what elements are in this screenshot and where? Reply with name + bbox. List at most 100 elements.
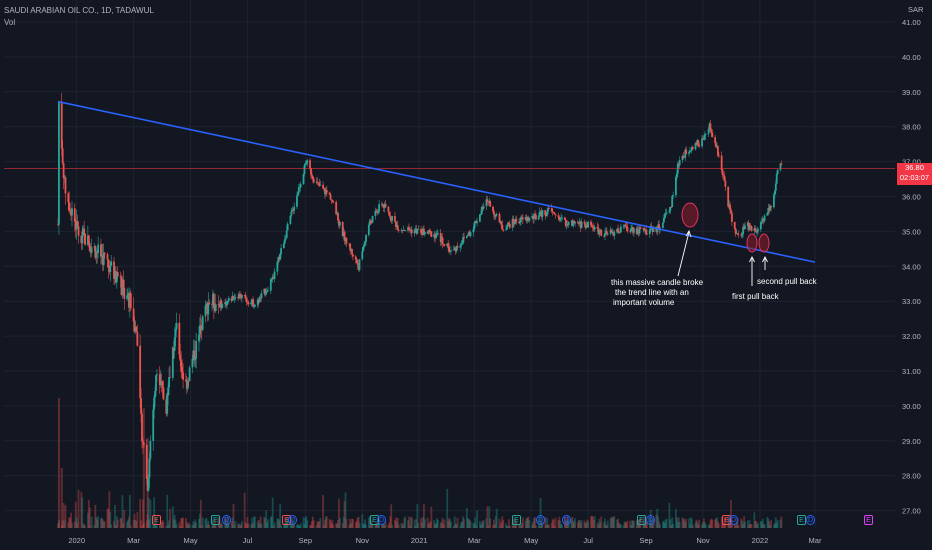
candle-body: [643, 228, 646, 231]
candle-body: [624, 224, 627, 226]
candle-body: [597, 228, 600, 235]
event-marker-earnings[interactable]: E: [637, 515, 646, 525]
candle-body: [441, 237, 444, 245]
volume-bar: [460, 522, 463, 528]
candle-body: [703, 137, 705, 140]
candle-body: [535, 214, 537, 220]
candle-body: [123, 287, 126, 299]
event-marker-dividend[interactable]: D: [806, 515, 815, 525]
candle-body: [703, 134, 706, 140]
candle-body: [282, 243, 285, 249]
volume-bar: [736, 517, 739, 528]
candle-body: [391, 216, 394, 221]
event-marker-dividend[interactable]: D: [729, 515, 738, 525]
volume-bar: [192, 520, 195, 528]
event-marker-dividend[interactable]: D: [377, 515, 386, 525]
volume-bar: [426, 517, 429, 528]
volume-bar: [663, 523, 666, 528]
volume-bar: [618, 522, 620, 528]
candle-body: [212, 293, 214, 305]
volume-bar: [155, 517, 157, 528]
volume-bar: [531, 524, 534, 528]
event-marker-earnings[interactable]: E: [797, 515, 806, 525]
event-marker-dividend[interactable]: D: [288, 515, 297, 525]
event-marker-upcoming[interactable]: E: [864, 515, 873, 525]
candle-body: [515, 219, 518, 222]
volume-bar: [761, 518, 764, 528]
volume-bar: [114, 504, 116, 528]
volume-bar: [64, 505, 67, 528]
candle-body: [273, 271, 276, 279]
volume-bar: [312, 520, 315, 528]
candle-body: [768, 208, 771, 211]
event-marker-dividend[interactable]: D: [646, 515, 655, 525]
volume-bar: [212, 519, 214, 528]
candle-body: [214, 304, 217, 312]
candlestick-series: [57, 93, 783, 492]
volume-bar: [597, 524, 600, 528]
volume-bar: [403, 518, 406, 528]
volume-bar: [492, 525, 494, 528]
candle-body: [370, 222, 373, 224]
candle-body: [129, 293, 132, 309]
candle-body: [306, 160, 309, 164]
candle-body: [128, 293, 131, 308]
candle-body: [187, 380, 190, 382]
candle-body: [68, 202, 71, 211]
volume-bar: [544, 516, 547, 528]
candle-body: [206, 303, 209, 315]
candle-body: [286, 223, 289, 231]
event-marker-earnings[interactable]: E: [512, 515, 521, 525]
candle-body: [290, 211, 293, 216]
event-marker-earnings[interactable]: E: [152, 515, 161, 525]
volume-bar: [668, 502, 671, 528]
candle-body: [251, 299, 254, 303]
candle-body: [716, 146, 718, 148]
volume-bar: [179, 525, 182, 528]
candle-body: [127, 293, 129, 296]
candle-body: [559, 218, 562, 220]
candle-body: [774, 183, 777, 191]
volume-bar: [135, 521, 138, 528]
volume-bar: [617, 518, 619, 528]
candle-body: [574, 221, 577, 224]
volume-bar: [466, 517, 469, 528]
event-marker-earnings[interactable]: E: [211, 515, 220, 525]
candle-body: [657, 224, 660, 229]
candle-body: [665, 212, 668, 214]
event-marker-dividend[interactable]: D: [562, 515, 571, 525]
candle-body: [577, 222, 580, 224]
volume-bar: [265, 510, 268, 528]
x-tick-label: Sep: [639, 536, 652, 545]
candle-body: [637, 229, 640, 234]
candle-body: [207, 302, 210, 315]
candle-body: [134, 326, 137, 332]
event-marker-dividend[interactable]: D: [536, 515, 545, 525]
volume-bar: [740, 518, 743, 528]
volume-bar: [161, 520, 164, 528]
volume-bar: [145, 520, 148, 528]
candle-body: [345, 237, 348, 244]
volume-bar: [633, 521, 635, 528]
volume-bar: [132, 519, 135, 528]
volume-bar: [376, 524, 379, 528]
candle-body: [642, 228, 645, 230]
volume-bar: [267, 519, 269, 528]
candle-body: [733, 221, 736, 229]
volume-bar: [560, 523, 563, 528]
first-pullback-annotation: first pull back: [732, 292, 779, 301]
volume-bar: [715, 518, 717, 528]
volume-bar: [342, 516, 345, 528]
volume-bar: [708, 524, 711, 528]
candle-body: [690, 146, 693, 151]
volume-bar: [356, 517, 359, 528]
candle-body: [369, 220, 372, 223]
candle-body: [524, 217, 527, 220]
candle-body: [219, 300, 222, 307]
volume-bar: [234, 521, 237, 528]
volume-bar: [67, 522, 70, 528]
candle-body: [613, 232, 616, 236]
volume-bar: [493, 519, 495, 528]
event-marker-dividend[interactable]: D: [222, 515, 231, 525]
